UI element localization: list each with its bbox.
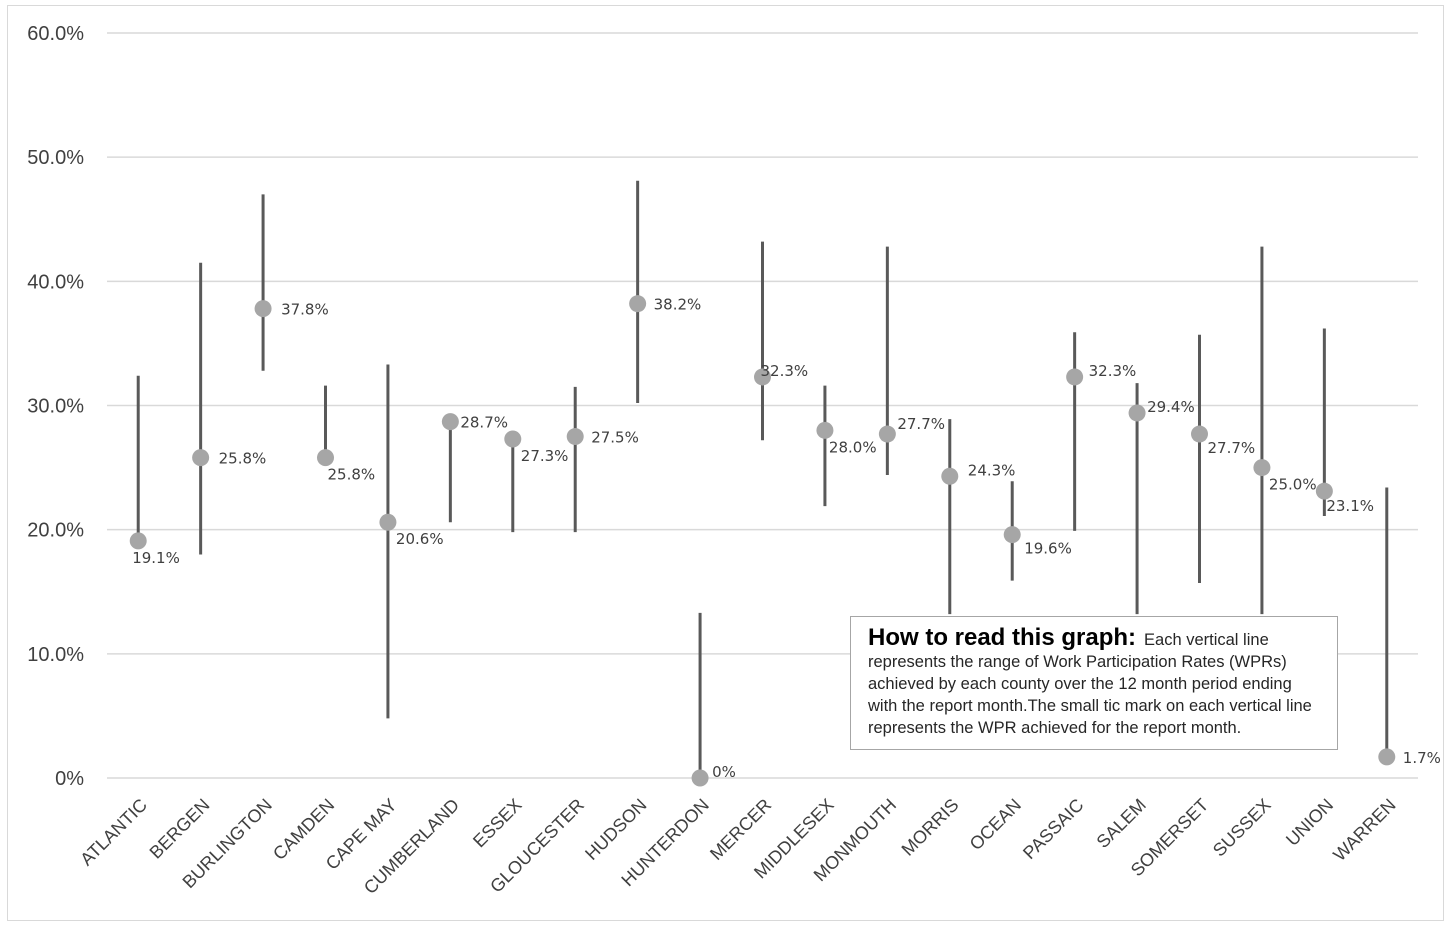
x-tick-label: WARREN <box>1329 795 1399 865</box>
x-tick-label: OCEAN <box>966 795 1025 854</box>
report-month-dot <box>1315 482 1333 500</box>
report-month-dot <box>1191 425 1208 443</box>
report-month-dot <box>254 300 272 318</box>
data-labels: 19.1% 25.8% 37.8% 25.8% 20.6% 28.7% 27.3% 27.5%… <box>132 296 1441 781</box>
y-tick-label: 30.0% <box>27 396 84 418</box>
report-month-dot <box>192 449 210 467</box>
report-month-dot <box>504 430 522 448</box>
y-tick-label: 50.0% <box>27 147 84 169</box>
report-month-dot <box>566 428 584 446</box>
report-month-dot <box>1003 526 1021 544</box>
data-label: 32.3% <box>761 362 809 380</box>
data-label: 27.5% <box>591 429 639 447</box>
x-tick-label: ATLANTIC <box>76 795 151 870</box>
chart-frame <box>7 5 1444 921</box>
data-label: 25.0% <box>1269 476 1317 494</box>
y-tick-label: 10.0% <box>27 644 84 666</box>
report-month-dot <box>691 769 709 787</box>
y-axis: 0% 10.0% 20.0% 30.0% 40.0% 50.0% 60.0% <box>27 23 84 790</box>
report-month-dot <box>1253 459 1271 477</box>
report-month-dot <box>878 425 896 443</box>
y-tick-label: 0% <box>55 768 84 790</box>
data-label: 25.8% <box>219 450 267 468</box>
report-month-dot <box>816 421 834 439</box>
x-tick-label: UNION <box>1282 795 1337 850</box>
report-month-dots <box>129 295 1396 787</box>
data-label: 23.1% <box>1326 497 1374 515</box>
data-label: 0% <box>712 763 736 781</box>
report-month-dot <box>1378 748 1396 766</box>
data-label: 29.4% <box>1147 398 1195 416</box>
data-label: 1.7% <box>1403 749 1441 767</box>
report-month-dot <box>379 513 397 531</box>
x-tick-label: SUSSEX <box>1209 795 1275 861</box>
x-tick-label: ESSEX <box>469 795 526 852</box>
x-tick-label: SALEM <box>1093 795 1150 852</box>
data-label: 27.3% <box>521 447 569 465</box>
x-tick-label: PASSAIC <box>1019 795 1087 863</box>
data-label: 20.6% <box>396 530 444 548</box>
data-label: 19.6% <box>1024 540 1072 558</box>
data-label: 32.3% <box>1089 362 1137 380</box>
report-month-dot <box>941 467 959 485</box>
data-label: 28.0% <box>829 438 877 456</box>
report-month-dot <box>317 449 334 467</box>
data-label: 28.7% <box>460 414 508 432</box>
report-month-dot <box>754 368 771 386</box>
data-label: 27.7% <box>897 415 945 433</box>
y-tick-label: 60.0% <box>27 23 84 45</box>
data-label: 38.2% <box>654 296 702 314</box>
report-month-dot <box>1128 404 1146 422</box>
data-label: 37.8% <box>281 301 329 319</box>
data-label: 19.1% <box>132 549 180 567</box>
report-month-dot <box>1066 368 1084 386</box>
y-tick-label: 20.0% <box>27 520 84 542</box>
how-to-read-note: How to read this graph: Each vertical lin… <box>850 616 1338 750</box>
note-body: Each vertical line represents the range … <box>868 631 1312 737</box>
report-month-dot <box>441 413 459 431</box>
report-month-dot <box>629 295 647 313</box>
data-label: 27.7% <box>1208 439 1256 457</box>
x-tick-label: MORRIS <box>898 795 963 860</box>
data-label: 24.3% <box>968 461 1016 479</box>
report-month-dot <box>129 532 147 550</box>
y-tick-label: 40.0% <box>27 271 84 293</box>
data-label: 25.8% <box>328 466 376 484</box>
note-title: How to read this graph: <box>868 624 1137 651</box>
